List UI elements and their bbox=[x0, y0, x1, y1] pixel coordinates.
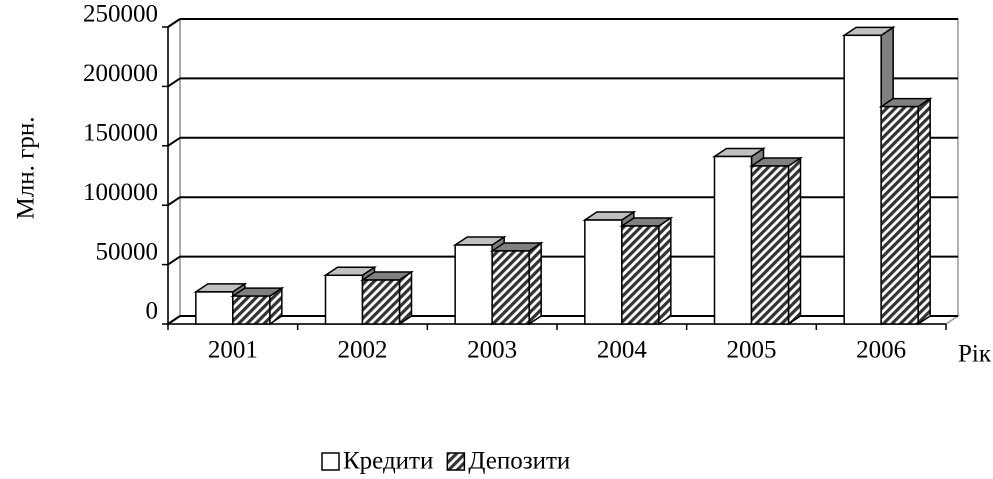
legend-swatch bbox=[321, 452, 340, 471]
bar bbox=[619, 216, 674, 326]
y-tick-label: 100000 bbox=[83, 179, 158, 206]
bar-front bbox=[454, 244, 493, 325]
grid-line-side bbox=[167, 18, 181, 28]
legend-label: Депозити bbox=[468, 448, 570, 475]
left-wall bbox=[167, 17, 181, 326]
x-tick-label: 2002 bbox=[338, 337, 388, 364]
bar-front bbox=[584, 219, 623, 325]
bar-side bbox=[787, 156, 802, 326]
bar-front bbox=[713, 155, 753, 325]
y-tick-label: 50000 bbox=[96, 238, 159, 265]
bar bbox=[878, 97, 933, 326]
bar bbox=[230, 286, 285, 326]
bar bbox=[489, 241, 544, 326]
bar-side bbox=[528, 241, 542, 326]
bar-front bbox=[843, 34, 882, 325]
y-tick-label: 200000 bbox=[83, 60, 158, 87]
bar-front bbox=[750, 165, 790, 325]
x-tick-label: 2001 bbox=[208, 337, 258, 364]
bar-front bbox=[195, 291, 234, 325]
grid-line-side bbox=[167, 196, 181, 207]
grid-line-side bbox=[167, 77, 181, 88]
x-tick-label: 2003 bbox=[467, 337, 517, 364]
x-tick-label: 2004 bbox=[597, 337, 648, 364]
grid-line-side bbox=[167, 136, 181, 147]
bar-front bbox=[880, 105, 919, 325]
y-tick-label: 150000 bbox=[83, 120, 158, 147]
x-tick-label: 2005 bbox=[727, 337, 777, 364]
bar bbox=[360, 270, 414, 326]
bar-side bbox=[917, 97, 931, 326]
legend-label: Кредити bbox=[343, 448, 433, 475]
bar-side bbox=[658, 216, 672, 326]
bar-front bbox=[324, 274, 364, 325]
bar-side bbox=[398, 270, 413, 326]
back-wall bbox=[179, 18, 959, 317]
legend-swatch bbox=[446, 452, 466, 471]
grid-line-side bbox=[167, 255, 181, 266]
floor bbox=[165, 315, 961, 325]
bar-front bbox=[232, 295, 271, 325]
grid-line-side bbox=[167, 315, 181, 325]
x-tick-label: 2006 bbox=[856, 337, 906, 364]
y-axis-label: Млн. грн. bbox=[13, 117, 40, 220]
bar bbox=[749, 156, 803, 326]
x-axis-label: Рік bbox=[958, 341, 992, 368]
bar bbox=[323, 265, 377, 326]
bar-front bbox=[491, 250, 530, 325]
y-tick-label: 250000 bbox=[83, 1, 158, 28]
bar-front bbox=[621, 225, 660, 325]
bar-front bbox=[361, 279, 401, 325]
y-tick-label: 0 bbox=[146, 298, 159, 325]
